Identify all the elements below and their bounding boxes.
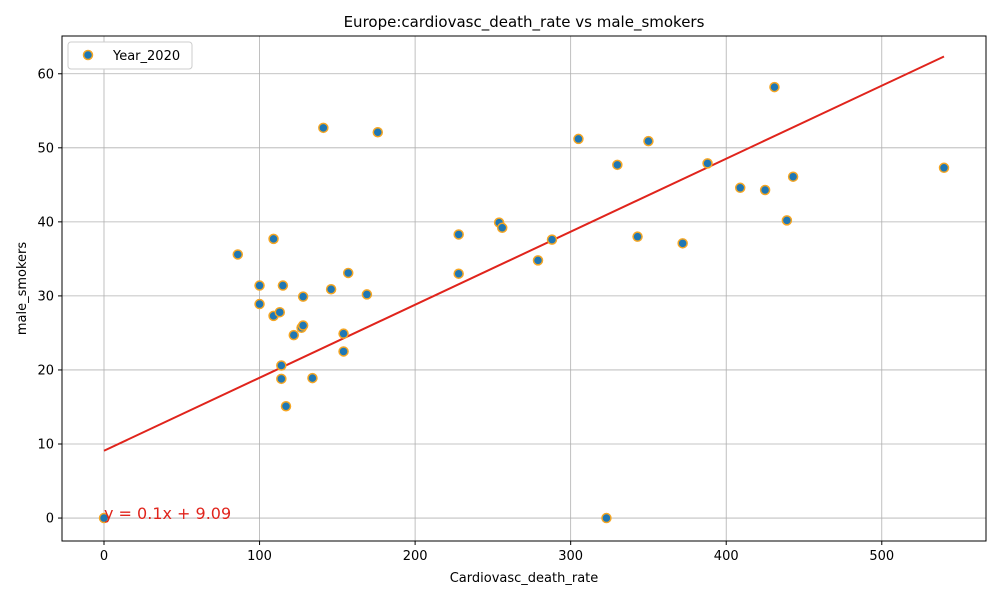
data-point	[361, 289, 373, 300]
y-tick-label: 0	[46, 512, 54, 527]
data-point	[318, 122, 329, 134]
data-point	[232, 249, 244, 260]
data-point	[938, 162, 950, 174]
data-point	[573, 133, 584, 145]
trendline-layer	[103, 55, 945, 452]
data-point	[643, 135, 654, 147]
y-tick-label: 20	[37, 363, 54, 378]
x-axis-title: Cardiovasc_death_rate	[450, 571, 599, 586]
data-point	[759, 184, 771, 196]
data-point	[546, 234, 558, 245]
data-point	[338, 328, 349, 339]
data-point	[254, 298, 265, 310]
x-tick-label: 0	[100, 549, 108, 564]
data-point	[268, 233, 279, 245]
data-point	[277, 280, 289, 291]
data-points	[98, 81, 950, 524]
chart-title: Europe:cardiovasc_death_rate vs male_smo…	[344, 13, 705, 32]
data-point	[601, 512, 612, 524]
data-point	[280, 400, 292, 412]
data-point	[288, 329, 300, 341]
data-point	[254, 280, 265, 291]
axis-ticks: 0 100 200 300 400 500 0 10 20 30 40 50 60	[37, 67, 894, 564]
data-point	[274, 306, 286, 318]
data-point	[781, 215, 793, 226]
trendline	[103, 55, 945, 452]
data-point	[297, 291, 309, 302]
data-point	[307, 372, 318, 384]
legend-box	[67, 41, 193, 70]
y-tick-label: 60	[37, 67, 54, 82]
data-point	[769, 81, 780, 93]
data-point	[734, 182, 746, 194]
data-point	[632, 231, 643, 242]
data-point	[276, 360, 287, 371]
x-tick-label: 300	[558, 549, 583, 564]
grid-lines	[62, 36, 986, 541]
data-point	[677, 238, 688, 249]
x-tick-label: 100	[247, 549, 272, 564]
data-point	[297, 320, 309, 331]
data-point	[612, 159, 623, 171]
regression-equation: y = 0.1x + 9.09	[104, 504, 231, 523]
data-point	[338, 346, 349, 357]
legend-label: Year_2020	[112, 49, 180, 64]
plot-area-frame	[61, 35, 987, 542]
legend: Year_2020	[67, 41, 193, 70]
data-point	[453, 268, 464, 279]
x-tick-label: 500	[869, 549, 894, 564]
y-tick-label: 10	[37, 437, 54, 452]
y-tick-label: 50	[37, 141, 54, 156]
data-point	[496, 222, 508, 234]
data-point	[532, 255, 544, 266]
y-axis-title: male_smokers	[15, 242, 30, 336]
data-point	[276, 373, 287, 385]
data-point	[325, 283, 337, 295]
x-tick-label: 200	[403, 549, 428, 564]
y-tick-label: 30	[37, 289, 54, 304]
x-tick-label: 400	[714, 549, 739, 564]
data-point	[702, 158, 713, 169]
data-point	[342, 267, 354, 279]
data-point	[453, 229, 464, 240]
data-point	[787, 171, 799, 182]
y-tick-label: 40	[37, 215, 54, 230]
legend-marker	[82, 49, 94, 61]
data-point	[98, 512, 110, 524]
data-point	[372, 127, 384, 138]
